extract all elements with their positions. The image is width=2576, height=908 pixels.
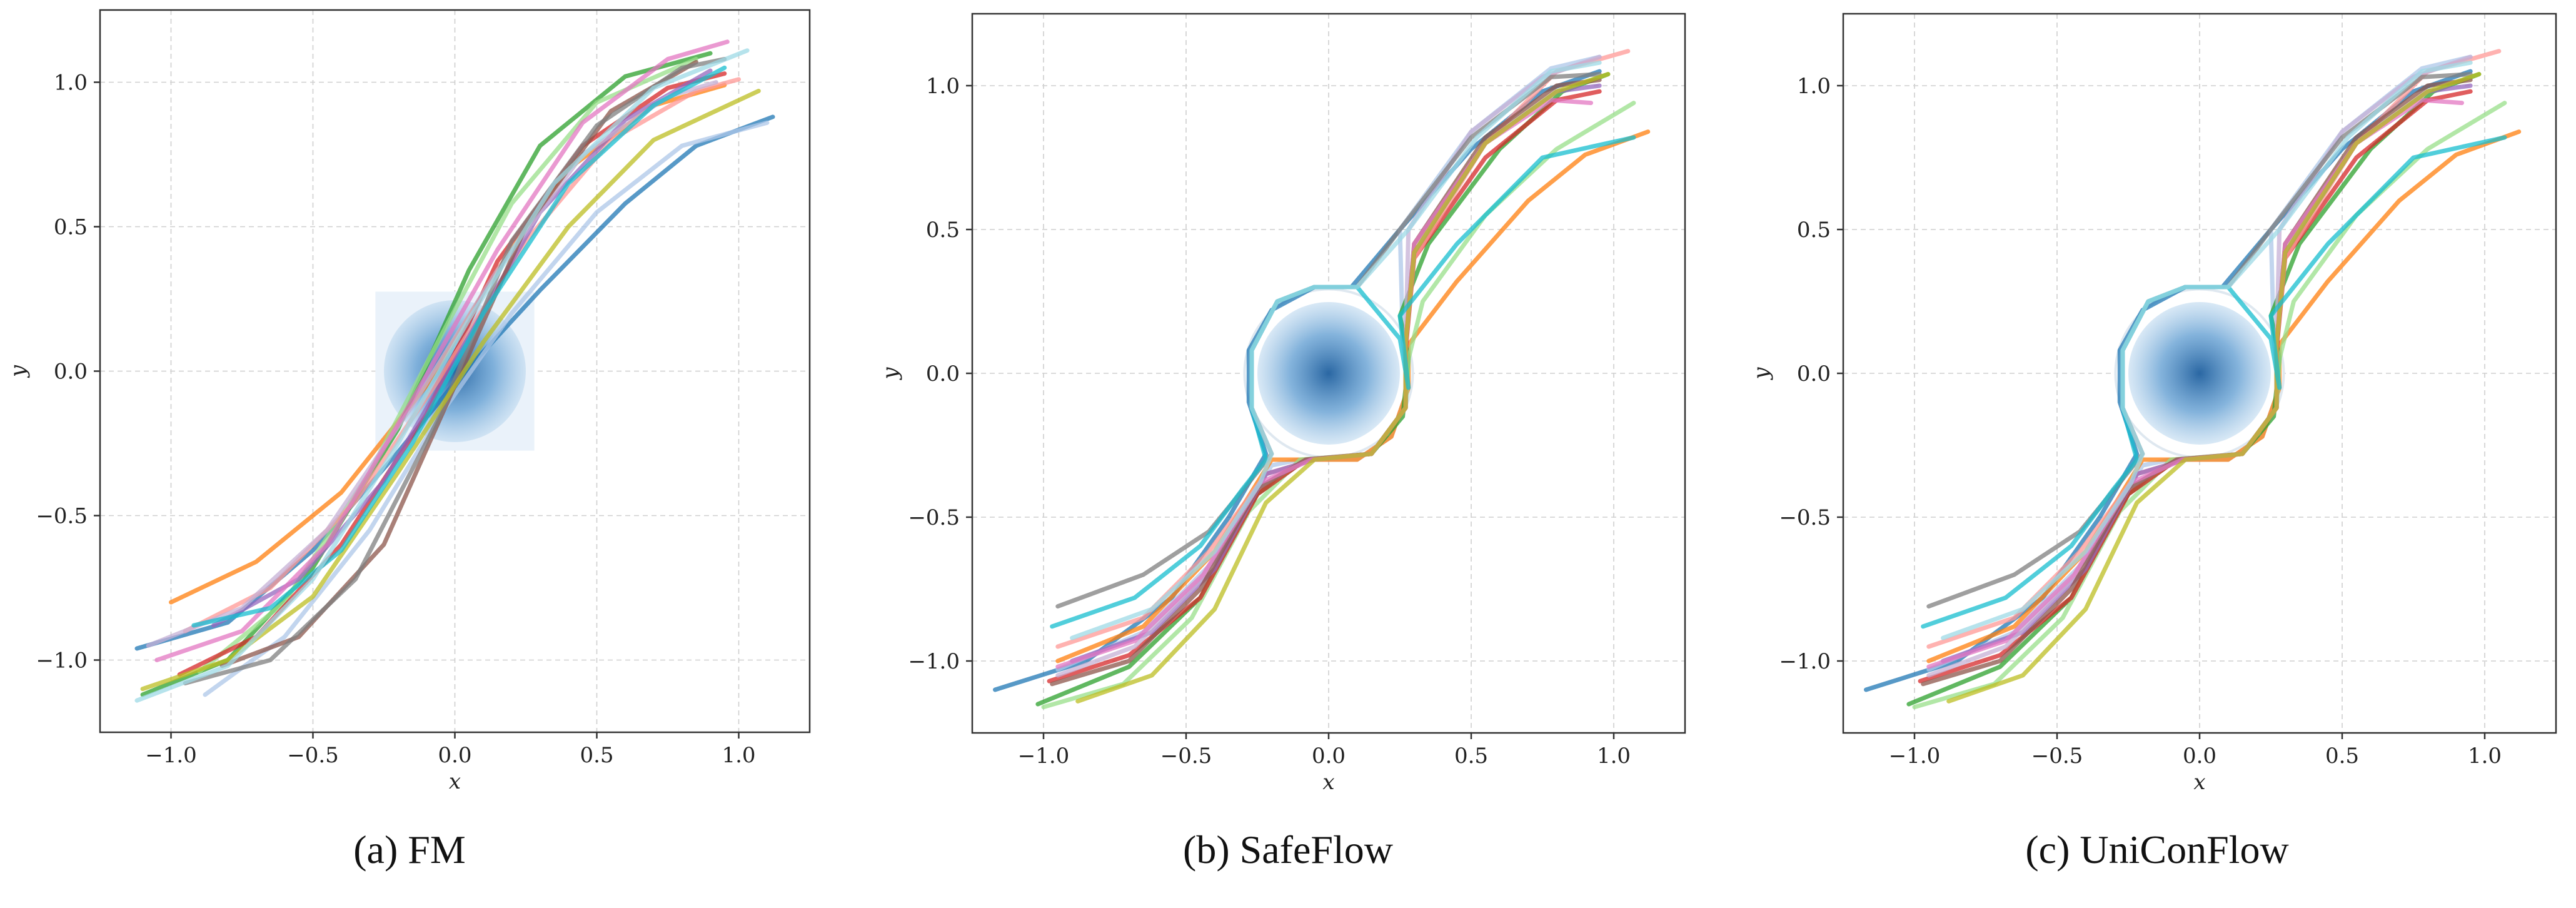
- obstacle-circle: [2128, 302, 2271, 445]
- x-tick-label: 1.0: [1597, 744, 1631, 769]
- caption-fm: (a) FM: [353, 827, 466, 872]
- y-tick-label: 1.0: [1797, 74, 1831, 99]
- x-tick-label: 1.0: [722, 743, 755, 768]
- trajectory-line: [140, 88, 761, 692]
- trajectory-line: [134, 48, 750, 703]
- trajectory-line: [1946, 72, 2482, 704]
- x-axis-label: x: [449, 769, 461, 794]
- caption-uniconflow: (c) UniConFlow: [2025, 827, 2288, 872]
- x-tick-label: −1.0: [145, 743, 197, 768]
- x-tick-label: −1.0: [1889, 744, 1941, 769]
- y-tick-label: −1.0: [908, 649, 960, 674]
- y-axis-label: y: [1749, 367, 1774, 381]
- y-axis-label: y: [878, 367, 903, 381]
- caption-safeflow: (b) SafeFlow: [1183, 827, 1393, 872]
- trajectory-line: [154, 39, 730, 662]
- y-tick-label: 0.0: [1797, 361, 1831, 386]
- y-axis-label: y: [6, 365, 31, 378]
- y-tick-label: 1.0: [54, 71, 88, 96]
- x-axis-label: x: [2193, 770, 2205, 795]
- y-tick-label: 0.5: [54, 215, 88, 240]
- trajectory-line: [197, 57, 698, 674]
- x-tick-label: −0.5: [287, 743, 339, 768]
- x-tick-label: −1.0: [1018, 744, 1070, 769]
- x-tick-label: 0.0: [438, 743, 471, 768]
- y-tick-label: −1.0: [36, 648, 88, 673]
- trajectory-line: [1075, 72, 1611, 704]
- trajectory-line: [203, 120, 770, 697]
- y-tick-label: −0.5: [36, 504, 88, 529]
- y-tick-label: 0.5: [1797, 218, 1831, 243]
- x-tick-label: 0.5: [1454, 744, 1488, 769]
- y-tick-label: 0.5: [926, 218, 960, 243]
- y-tick-label: −0.5: [1779, 505, 1831, 530]
- x-tick-label: 0.5: [2325, 744, 2359, 769]
- x-tick-label: 1.0: [2468, 744, 2502, 769]
- panel-safeflow: −1.0 −0.5 0.0 0.5 1.0 −1.0 −0.5 0.0 0.5 1.0 x y: [878, 13, 1686, 795]
- panel-fm: −1.0 −0.5 0.0 0.5 1.0 −1.0 −0.5 0.0 0.5 1.0 x y: [6, 9, 811, 794]
- panel-uniconflow: −1.0 −0.5 0.0 0.5 1.0 −1.0 −0.5 0.0 0.5 1.0 x y: [1749, 13, 2557, 795]
- y-tick-label: −0.5: [908, 505, 960, 530]
- x-tick-label: −0.5: [1160, 744, 1212, 769]
- trajectory-line: [191, 65, 727, 628]
- trajectory-line: [1070, 60, 1602, 640]
- y-tick-label: −1.0: [1779, 649, 1831, 674]
- x-axis-label: x: [1322, 770, 1334, 795]
- x-tick-label: 0.0: [2183, 744, 2216, 769]
- y-tick-label: 0.0: [926, 361, 960, 386]
- y-tick-label: 0.0: [54, 360, 88, 385]
- obstacle-circle: [1257, 302, 1400, 445]
- y-tick-label: 1.0: [926, 74, 960, 99]
- x-tick-label: 0.5: [580, 743, 613, 768]
- x-tick-label: −0.5: [2031, 744, 2083, 769]
- x-tick-label: 0.0: [1312, 744, 1346, 769]
- trajectory-line: [1941, 60, 2473, 640]
